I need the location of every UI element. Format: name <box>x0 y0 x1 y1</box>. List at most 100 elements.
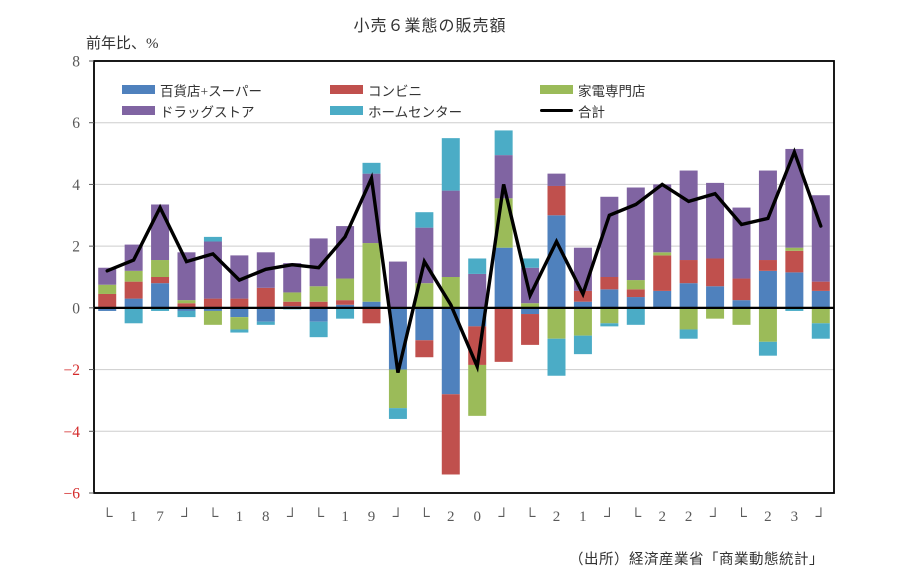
bar-segment <box>547 307 566 339</box>
x-year-digit: 2 <box>764 509 772 525</box>
bar-segment <box>283 301 302 307</box>
bar-segment <box>706 286 725 308</box>
bar-segment <box>494 155 513 199</box>
plot-frame <box>93 60 835 494</box>
x-year-digit: 1 <box>236 509 244 525</box>
bar-segment <box>706 307 725 319</box>
total-line <box>105 147 823 374</box>
bar-segment <box>600 277 619 290</box>
bar-segment <box>441 138 460 191</box>
bar-segment <box>230 255 249 299</box>
bar-segment <box>547 173 566 186</box>
bar-segment <box>256 287 275 308</box>
bar-segment <box>283 292 302 302</box>
bar-segment <box>203 236 222 242</box>
bar-segment <box>230 329 249 333</box>
bar-segment <box>336 300 355 305</box>
bar-segment <box>256 321 275 325</box>
drugstore-swatch <box>122 106 155 115</box>
bar-segment <box>124 281 143 299</box>
bar-segment <box>468 273 487 308</box>
x-bracket-close: ┘ <box>498 507 509 525</box>
x-bracket-close: ┘ <box>393 507 404 525</box>
bar-segment <box>177 300 196 304</box>
x-year-digit: 0 <box>473 509 481 525</box>
bar-segment <box>626 289 645 298</box>
bar-segment <box>600 289 619 308</box>
bar-segment <box>706 258 725 287</box>
legend-item-drugstore: ドラッグストア <box>122 100 330 121</box>
total-line-swatch <box>540 108 573 113</box>
y-tick-label: −6 <box>64 486 81 503</box>
x-year-digit: 2 <box>447 509 455 525</box>
bar-segment <box>785 247 804 251</box>
bar-segment <box>706 182 725 259</box>
bar-segment <box>415 283 434 308</box>
bar-segment <box>441 307 460 395</box>
bar-segment <box>521 314 540 345</box>
bar-segment <box>283 263 302 293</box>
bar-segment <box>573 301 592 308</box>
bar-segment <box>679 170 698 261</box>
bar-segment <box>441 394 460 475</box>
bar-segment <box>177 307 196 311</box>
bar-segment <box>521 258 540 268</box>
bar-segment <box>626 187 645 281</box>
bar-segment <box>98 307 117 311</box>
bar-segment <box>626 280 645 290</box>
bar-segment <box>151 277 170 284</box>
convenience-swatch <box>330 85 363 94</box>
bar-segment <box>547 338 566 376</box>
bar-segment <box>626 307 645 325</box>
x-bracket-open: └ <box>102 507 113 525</box>
bar-segment <box>811 307 830 324</box>
bar-segment <box>732 278 751 301</box>
bar-segment <box>309 307 328 322</box>
bar-segment <box>98 293 117 308</box>
bar-segment <box>758 307 777 342</box>
bar-segment <box>758 270 777 308</box>
x-year-digit: 1 <box>341 509 349 525</box>
bar-segment <box>521 303 540 308</box>
bar-segment <box>362 243 381 302</box>
x-year-digit: 9 <box>368 509 376 525</box>
x-bracket-close: ┘ <box>815 507 826 525</box>
bar-segment <box>309 238 328 287</box>
bar-segment <box>653 255 672 291</box>
bar-segment <box>203 298 222 308</box>
y-tick-label: −4 <box>64 424 81 441</box>
bar-segment <box>653 290 672 308</box>
bar-segment <box>203 241 222 299</box>
bar-segment <box>468 307 487 327</box>
bar-segment <box>98 284 117 294</box>
electronics-swatch <box>540 85 573 94</box>
bar-segment <box>203 310 222 325</box>
x-year-digit: 1 <box>579 509 587 525</box>
bar-segment <box>441 190 460 277</box>
y-tick-label: 4 <box>72 177 80 194</box>
bar-segment <box>177 252 196 301</box>
bar-segment <box>547 185 566 216</box>
y-tick-label: 6 <box>72 115 80 132</box>
bar-segment <box>98 267 117 285</box>
bar-segment <box>600 323 619 327</box>
bar-segment <box>811 323 830 339</box>
y-tick-label: 8 <box>72 54 80 71</box>
bar-segment <box>388 369 407 409</box>
bar-segment <box>177 303 196 308</box>
bar-segment <box>732 300 751 308</box>
bar-segment <box>415 340 434 358</box>
x-bracket-open: └ <box>630 507 641 525</box>
bar-segment <box>547 215 566 308</box>
bar-segment <box>785 148 804 248</box>
bar-segment <box>626 297 645 308</box>
source-note: （出所）経済産業省「商業動態統計」 <box>569 552 824 568</box>
bar-segment <box>758 260 777 271</box>
x-bracket-close: ┘ <box>604 507 615 525</box>
bar-segment <box>362 307 381 324</box>
bar-segment <box>177 310 196 318</box>
legend-label: ドラッグストア <box>160 104 255 120</box>
legend-label: 合計 <box>578 104 605 120</box>
x-bracket-close: ┘ <box>181 507 192 525</box>
